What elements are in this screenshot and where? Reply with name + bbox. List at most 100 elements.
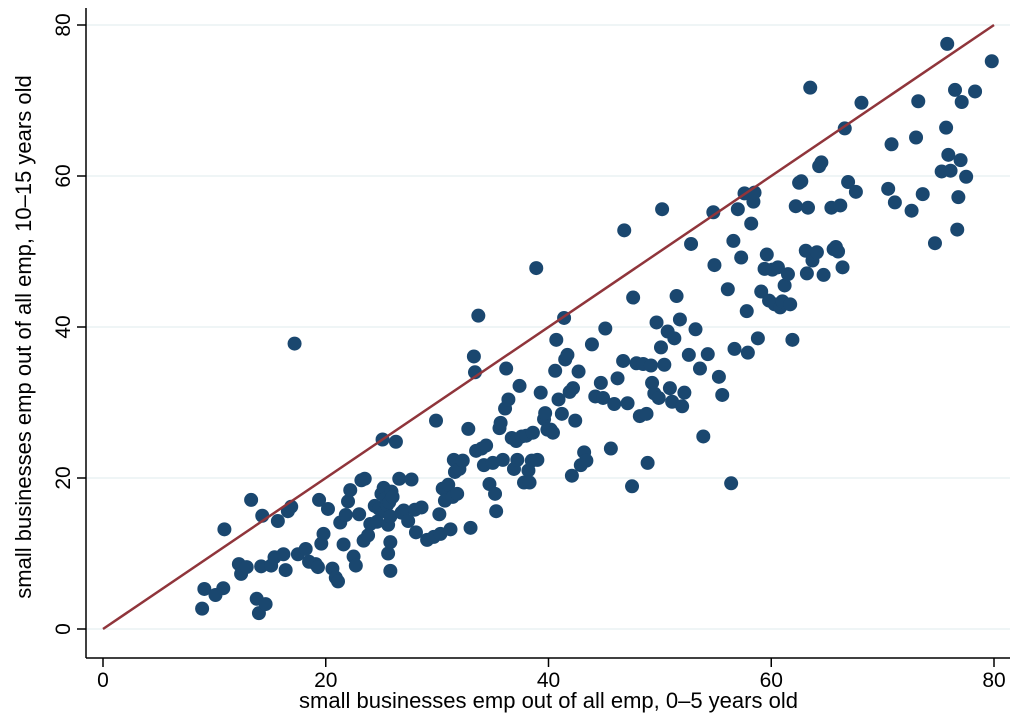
data-point [298,541,313,556]
axis-ticks: 0 20 40 60 80 0 20 40 60 80 [52,13,1006,692]
data-point [927,236,942,251]
data-point [603,441,618,456]
data-point [754,284,769,299]
data-point [369,514,384,529]
data-point [461,421,476,436]
data-point [911,94,926,109]
data-point [651,390,666,405]
data-point [739,304,754,319]
data-point [499,361,514,376]
data-point [854,95,869,110]
data-point [645,375,660,390]
data-point [780,267,795,282]
data-point [338,507,353,522]
data-point [348,558,363,573]
data-point [383,509,398,524]
data-point [343,483,358,498]
data-point [593,375,608,390]
data-point [216,581,231,596]
data-point [239,560,254,575]
data-point [649,315,664,330]
data-point [383,563,398,578]
data-point [954,95,969,110]
data-point [320,501,335,516]
data-point [759,247,774,262]
data-point [525,425,540,440]
data-point [568,413,583,428]
data-point [626,290,641,305]
data-point [684,236,699,251]
data-point [696,429,711,444]
data-point [799,266,814,281]
data-point [625,479,640,494]
data-point [681,347,696,362]
data-point [270,514,285,529]
data-point [258,597,273,612]
data-point [943,163,958,178]
data-point [809,245,824,260]
data-point [489,504,504,519]
data-point [392,471,407,486]
data-point [724,476,739,491]
data-point [450,486,465,501]
data-points [195,36,999,621]
data-point [195,601,210,616]
data-point [915,187,930,202]
data-point [408,525,423,540]
data-point [596,390,611,405]
y-tick-label: 20 [52,466,75,489]
data-point [530,452,545,467]
data-point [707,258,722,273]
data-point [566,381,581,396]
data-point [381,546,396,561]
data-point [331,574,346,589]
data-point [816,267,831,282]
data-point [643,358,658,373]
data-point [841,175,856,190]
data-point [720,282,735,297]
x-tick-label: 80 [982,669,1005,692]
data-point [479,438,494,453]
data-point [357,471,372,486]
data-point [383,535,398,550]
data-point [471,308,486,323]
data-point [887,195,902,210]
data-point [711,369,726,384]
x-tick-label: 20 [314,669,337,692]
data-point [429,413,444,428]
data-point [598,321,613,336]
y-tick-label: 80 [52,13,75,36]
data-point [959,169,974,184]
data-point [276,547,291,562]
reference-line [102,23,995,631]
data-point [785,332,800,347]
data-point [336,537,351,552]
data-point [884,137,899,152]
data-point [655,202,670,217]
y-tick-label: 60 [52,164,75,187]
data-point [510,452,525,467]
data-point [310,560,325,575]
data-point [584,337,599,352]
data-point [727,341,742,356]
data-point [675,399,690,414]
data-point [401,514,416,529]
data-point [653,340,668,355]
data-point [803,80,818,95]
data-point [554,406,569,421]
data-point [951,190,966,205]
data-point [667,331,682,346]
data-point [669,289,684,304]
data-point [522,475,537,490]
data-point [740,345,755,360]
data-point [700,347,715,362]
data-point [640,455,655,470]
data-point [538,406,553,421]
data-point [788,199,803,214]
data-point [385,489,400,504]
data-point [909,130,924,145]
data-point [287,336,302,351]
data-point [466,349,481,364]
data-point [677,385,692,400]
data-point [254,559,269,574]
